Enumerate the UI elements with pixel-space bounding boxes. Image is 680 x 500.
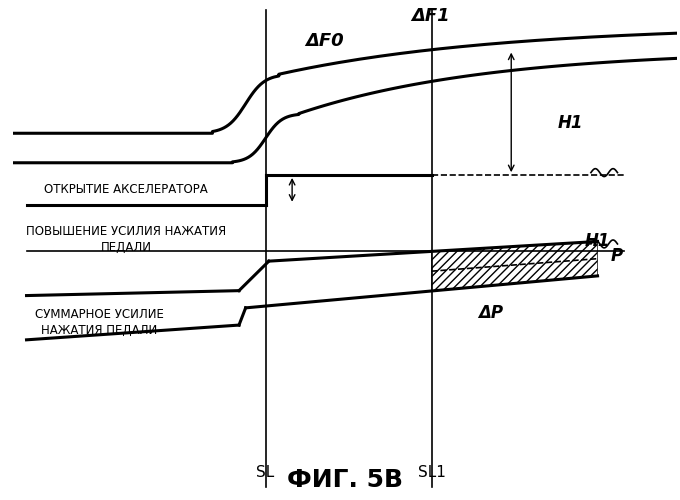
Text: ΔF0: ΔF0	[305, 32, 344, 50]
Text: P: P	[611, 247, 623, 265]
Text: ПОВЫШЕНИЕ УСИЛИЯ НАЖАТИЯ
ПЕДАЛИ: ПОВЫШЕНИЕ УСИЛИЯ НАЖАТИЯ ПЕДАЛИ	[26, 224, 226, 254]
Text: SL: SL	[256, 465, 275, 480]
Text: СУММАРНОЕ УСИЛИЕ
НАЖАТИЯ ПЕДАЛИ: СУММАРНОЕ УСИЛИЕ НАЖАТИЯ ПЕДАЛИ	[35, 308, 164, 337]
Text: ОТКРЫТИЕ АКСЕЛЕРАТОРА: ОТКРЫТИЕ АКСЕЛЕРАТОРА	[44, 184, 208, 196]
Text: SL1: SL1	[418, 465, 445, 480]
Text: ΔF1: ΔF1	[411, 7, 450, 25]
Text: ΔP: ΔP	[478, 304, 503, 322]
Text: H1: H1	[584, 232, 610, 250]
Text: H1: H1	[558, 114, 583, 132]
Text: ФИГ. 5В: ФИГ. 5В	[287, 468, 403, 492]
